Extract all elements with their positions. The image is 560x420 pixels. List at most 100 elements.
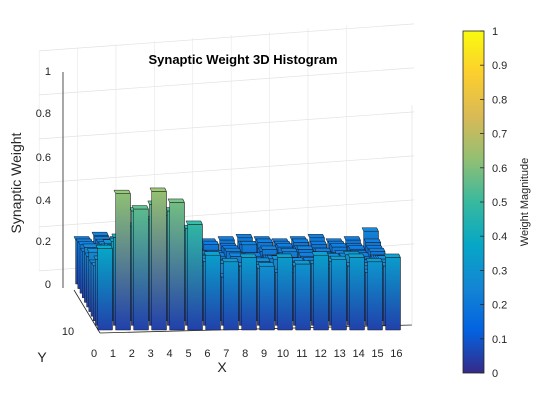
bar-r0-c13 — [329, 255, 347, 331]
bar-r0-c12 — [311, 251, 329, 331]
bar-top-face — [293, 260, 311, 265]
bar-top-face — [309, 240, 327, 245]
bar-top-face — [239, 253, 257, 258]
bar-r0-c0 — [95, 244, 113, 331]
x-tick-label: 11 — [296, 348, 307, 360]
bar-front-face — [241, 257, 257, 331]
x-axis-label: X — [217, 359, 227, 375]
bar-top-face — [131, 205, 149, 210]
bar-front-face — [169, 202, 185, 331]
bar-top-face — [82, 243, 100, 248]
bar-top-face — [221, 258, 239, 263]
bar-front-face — [187, 224, 203, 331]
x-tick-label: 1 — [110, 348, 116, 360]
bar-front-face — [133, 208, 149, 331]
bar-top-face — [307, 234, 325, 239]
bar-r0-c8 — [239, 253, 257, 331]
x-tick-label: 14 — [352, 348, 364, 360]
bar-r0-c5 — [185, 220, 203, 331]
bar-top-face — [224, 247, 242, 252]
bar-top-face — [291, 238, 309, 243]
colorbar-tick-label: 1 — [492, 26, 498, 38]
z-tick-label: 0.6 — [36, 152, 51, 164]
bars-group — [73, 187, 401, 331]
bar-top-face — [201, 240, 219, 245]
x-tick-label: 16 — [390, 348, 402, 360]
bar-r0-c3 — [149, 187, 167, 331]
bar-top-face — [329, 243, 348, 248]
x-tick-label: 13 — [334, 348, 346, 360]
x-tick-label: 6 — [204, 348, 210, 360]
bar-r0-c2 — [131, 205, 149, 331]
bar-top-face — [275, 243, 294, 248]
x-tick-label: 8 — [242, 348, 248, 360]
bar-r0-c10 — [275, 253, 293, 331]
z-gridline — [39, 111, 415, 140]
colorbar-ticks: 0 0.1 0.2 0.3 0.4 0.5 0.6 0.7 0.8 0.9 1 — [480, 26, 507, 380]
bar-r0-c4 — [167, 198, 185, 331]
bar-top-face — [368, 247, 386, 252]
bar-top-face — [314, 247, 332, 252]
bar-top-face — [167, 198, 185, 203]
bar-front-face — [313, 254, 329, 331]
bar-r0-c11 — [293, 260, 311, 331]
bar-r0-c9 — [257, 262, 275, 331]
colorbar-tick-label: 0.1 — [492, 334, 507, 346]
bar-front-face — [295, 263, 311, 331]
bar-top-face — [255, 238, 273, 243]
x-tick-label: 3 — [148, 348, 154, 360]
bar-top-face — [296, 245, 314, 250]
bar-top-face — [329, 255, 347, 260]
bar-top-face — [260, 245, 278, 250]
x-tick-label: 9 — [261, 348, 267, 360]
bar-r0-c16 — [383, 253, 401, 331]
chart-title: Synaptic Weight 3D Histogram — [148, 52, 337, 67]
colorbar-tick-label: 0.3 — [492, 265, 507, 277]
bar-front-face — [277, 257, 293, 331]
x-tick-label: 2 — [129, 348, 135, 360]
colorbar-tick-label: 0.8 — [492, 94, 507, 106]
z-tick-label: 0 — [45, 279, 51, 291]
colorbar-tick-label: 0.6 — [492, 163, 507, 175]
z-gridline — [39, 155, 415, 184]
bar-top-face — [361, 227, 379, 232]
x-tick-label: 7 — [223, 348, 229, 360]
bar-top-face — [280, 248, 298, 253]
y-axis-line — [73, 289, 101, 334]
bar-top-face — [149, 187, 167, 192]
bar-r0-c14 — [347, 253, 365, 331]
bar-top-face — [113, 189, 131, 194]
z-gridline — [39, 23, 415, 52]
colorbar-label: Weight Magnitude — [519, 158, 531, 246]
bar-top-face — [91, 231, 109, 236]
bar-front-face — [115, 193, 131, 331]
bar-r0-c15 — [365, 258, 383, 331]
bar-top-face — [383, 253, 401, 258]
bar-front-face — [97, 248, 113, 331]
colorbar-tick-label: 0.4 — [492, 231, 507, 243]
colorbar: 0 0.1 0.2 0.3 0.4 0.5 0.6 0.7 0.8 0.9 1 Weight Mag… — [462, 26, 531, 380]
bar-front-face — [259, 265, 275, 331]
x-tick-label: 0 — [91, 348, 97, 360]
bar-top-face — [347, 245, 366, 250]
bar-front-face — [205, 254, 221, 331]
bar-top-face — [363, 238, 381, 243]
z-tick-label: 0.2 — [36, 236, 51, 248]
bar-front-face — [151, 191, 167, 331]
bar-top-face — [275, 253, 293, 258]
bar-top-face — [217, 236, 235, 241]
bar-front-face — [385, 257, 401, 331]
z-tick-label: 0.8 — [36, 108, 51, 120]
bar-top-face — [235, 234, 253, 239]
bar-top-face — [347, 253, 365, 258]
colorbar-tick-label: 0.9 — [492, 60, 507, 72]
x-tick-label: 12 — [315, 348, 327, 360]
bar-r0-c7 — [221, 258, 239, 331]
bar-top-face — [203, 251, 221, 256]
x-tick-label: 4 — [167, 348, 173, 360]
x-tick-label: 5 — [185, 348, 191, 360]
bar-r0-c6 — [203, 251, 221, 331]
bar-top-face — [239, 241, 258, 246]
bar-front-face — [223, 261, 239, 331]
